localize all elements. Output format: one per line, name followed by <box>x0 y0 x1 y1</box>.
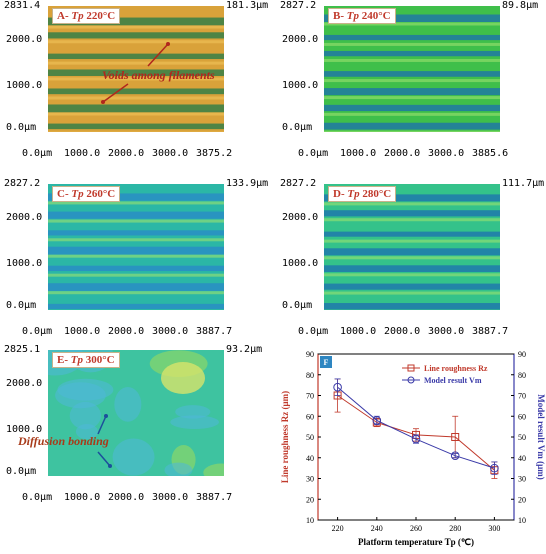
y-tick-label-right: 10 <box>518 516 526 525</box>
y-tick-label: 30 <box>306 475 314 484</box>
arrow <box>98 452 110 466</box>
y-tick-label: 0.0μm <box>282 300 312 311</box>
y-tick-label-right: 40 <box>518 454 526 463</box>
x-tick-label: 1000.0 <box>340 148 376 159</box>
x-tick-label: 240 <box>371 524 383 533</box>
panel-f-chart: 10 10 20 20 30 30 40 40 50 50 60 60 70 70 80 80 90 90 220 2… <box>276 344 546 550</box>
x-tick-label: 3000.0 <box>428 148 464 159</box>
x-tick-label: 3000.0 <box>152 326 188 337</box>
arrow-head <box>166 42 170 46</box>
y-tick-label-right: 80 <box>518 371 526 380</box>
y-max-label: 2827.2 <box>280 0 316 11</box>
y-tick-label-right: 30 <box>518 475 526 484</box>
panel-badge-label: F <box>324 358 329 367</box>
y-tick-label: 60 <box>306 412 314 421</box>
arrow <box>98 416 106 434</box>
x-axis-title: Platform temperature Tp (℃) <box>358 537 474 547</box>
y-tick-label: 2000.0 <box>282 34 318 45</box>
x-tick-label: 1000.0 <box>64 326 100 337</box>
y-axis-title-left: Line roughness Rz (μm) <box>280 391 290 483</box>
x-tick-label: 280 <box>449 524 461 533</box>
panel-label: B- Tp 240°C <box>328 8 396 24</box>
legend-label: Model result Vm <box>424 376 482 385</box>
x-tick-label: 2000.0 <box>108 326 144 337</box>
y-tick-label: 50 <box>306 433 314 442</box>
label-tp: Tp <box>347 10 359 22</box>
label-prefix: C- <box>57 188 71 200</box>
x-tick-label: 3887.7 <box>196 326 232 337</box>
x-tick-label: 3000.0 <box>428 326 464 337</box>
y-tick-label: 0.0μm <box>6 300 36 311</box>
surface-image <box>324 184 500 310</box>
x-tick-label: 3887.7 <box>472 326 508 337</box>
y-max-label: 2827.2 <box>280 178 316 189</box>
label-temp: 260°C <box>86 188 115 200</box>
annotation-arrows <box>0 0 270 200</box>
panel-d: 2827.2 111.7μm 2000.0 1000.0 0.0μm 0.0μm 1000.… <box>276 178 546 350</box>
y-tick-label: 80 <box>306 371 314 380</box>
panel-b: 2827.2 89.8μm 2000.0 1000.0 0.0μm 0.0μm 1000.0… <box>276 0 546 172</box>
y-tick-label-right: 90 <box>518 350 526 359</box>
y-tick-label: 90 <box>306 350 314 359</box>
y-tick-label: 1000.0 <box>282 258 318 269</box>
y-tick-label: 70 <box>306 392 314 401</box>
x-tick-label: 260 <box>410 524 422 533</box>
y-tick-label: 20 <box>306 495 314 504</box>
series-line <box>338 387 495 468</box>
y-tick-label: 0.0μm <box>282 122 312 133</box>
x-tick-label: 0.0μm <box>298 326 328 337</box>
panel-c: 2827.2 133.9μm 2000.0 1000.0 0.0μm 0.0μm 1000.… <box>0 178 270 350</box>
arrow-head <box>108 464 112 468</box>
legend-label: Line roughness Rz <box>424 364 488 373</box>
z-max-label: 133.9μm <box>226 178 268 189</box>
x-tick-label: 220 <box>332 524 344 533</box>
panel-label: D- Tp 280°C <box>328 186 396 202</box>
arrow <box>148 44 168 66</box>
y-tick-label: 10 <box>306 516 314 525</box>
label-tp: Tp <box>71 188 83 200</box>
arrow-head <box>101 100 105 104</box>
y-tick-label: 1000.0 <box>282 80 318 91</box>
x-tick-label: 300 <box>488 524 500 533</box>
x-tick-label: 0.0μm <box>298 148 328 159</box>
y-axis-title-right: Model result Vm (μm) <box>536 394 546 480</box>
label-temp: 280°C <box>362 188 391 200</box>
y-tick-label: 2000.0 <box>6 212 42 223</box>
y-tick-label: 1000.0 <box>6 258 42 269</box>
y-tick-label: 2000.0 <box>282 212 318 223</box>
label-prefix: B- <box>333 10 347 22</box>
x-tick-label: 3885.6 <box>472 148 508 159</box>
roughness-chart: 10 10 20 20 30 30 40 40 50 50 60 60 70 70 80 80 90 90 220 2… <box>276 344 546 550</box>
y-tick-label-right: 50 <box>518 433 526 442</box>
annotation-arrows <box>0 344 270 544</box>
y-tick-label-right: 20 <box>518 495 526 504</box>
label-prefix: D- <box>333 188 347 200</box>
surface-image <box>48 184 224 310</box>
label-temp: 240°C <box>362 10 391 22</box>
y-tick-label-right: 70 <box>518 392 526 401</box>
x-tick-label: 2000.0 <box>384 326 420 337</box>
x-tick-label: 1000.0 <box>340 326 376 337</box>
y-max-label: 2827.2 <box>4 178 40 189</box>
label-tp: Tp <box>347 188 359 200</box>
y-tick-label: 40 <box>306 454 314 463</box>
x-tick-label: 2000.0 <box>384 148 420 159</box>
z-max-label: 111.7μm <box>502 178 544 189</box>
x-tick-label: 0.0μm <box>22 326 52 337</box>
z-max-label: 89.8μm <box>502 0 538 11</box>
panel-label: C- Tp 260°C <box>52 186 120 202</box>
arrow <box>103 84 128 102</box>
arrow-head <box>104 414 108 418</box>
surface-image <box>324 6 500 132</box>
y-tick-label-right: 60 <box>518 412 526 421</box>
